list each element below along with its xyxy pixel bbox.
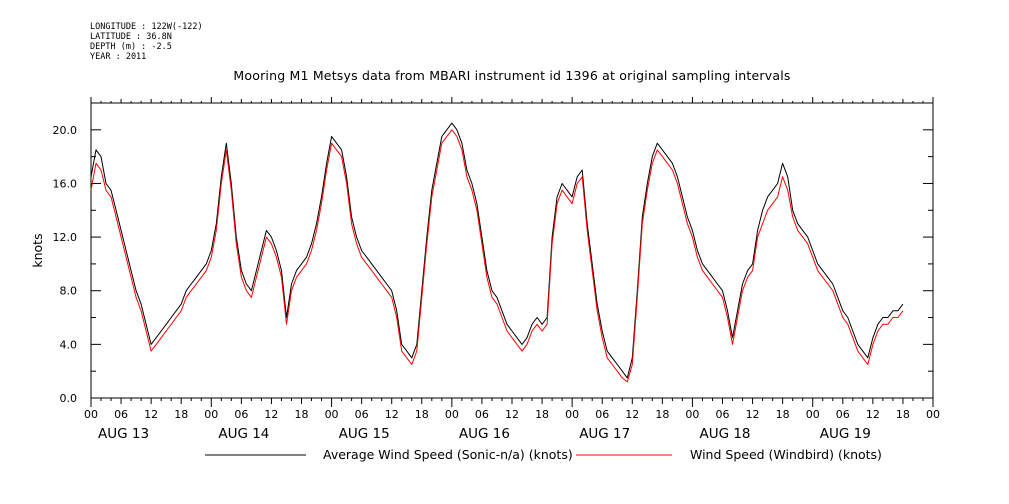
x-tick-label: 06	[234, 408, 248, 421]
x-tick-label: 12	[625, 408, 639, 421]
x-tick-label: 12	[385, 408, 399, 421]
latitude-label: LATITUDE : 36.8N	[90, 32, 172, 42]
y-tick-label: 8.0	[60, 285, 78, 298]
x-tick-label: 06	[114, 408, 128, 421]
x-tick-label: 00	[565, 408, 579, 421]
x-tick-label: 18	[535, 408, 549, 421]
x-tick-label: 06	[595, 408, 609, 421]
x-tick-label: 12	[746, 408, 760, 421]
chart-title: Mooring M1 Metsys data from MBARI instru…	[233, 68, 791, 83]
x-tick-label: 00	[806, 408, 820, 421]
x-tick-label: 18	[776, 408, 790, 421]
day-label: AUG 16	[459, 426, 510, 442]
x-tick-label: 18	[896, 408, 910, 421]
x-tick-label: 00	[325, 408, 339, 421]
year-label: YEAR : 2011	[90, 52, 147, 62]
series-layer	[90, 122, 904, 383]
day-label: AUG 14	[218, 426, 269, 442]
x-tick-label: 00	[445, 408, 459, 421]
x-tick-label: 00	[204, 408, 218, 421]
x-tick-label: 12	[144, 408, 158, 421]
y-tick-label: 4.0	[60, 338, 78, 351]
x-tick-label: 18	[415, 408, 429, 421]
x-tick-label: 12	[866, 408, 880, 421]
day-label: AUG 17	[579, 426, 630, 442]
legend: Average Wind Speed (Sonic-n/a) (knots) Wi…	[205, 447, 882, 462]
depth-label: DEPTH (m) : -2.5	[90, 42, 172, 52]
x-tick-label: 00	[926, 408, 940, 421]
y-tick-label: 12.0	[53, 231, 78, 244]
mooring-metadata: LONGITUDE : 122W(-122) LATITUDE : 36.8N DE…	[90, 22, 203, 62]
y-tick-label: 0.0	[60, 392, 78, 405]
day-label: AUG 19	[820, 426, 871, 442]
longitude-label: LONGITUDE : 122W(-122)	[90, 22, 203, 32]
day-label: AUG 15	[339, 426, 390, 442]
axis-labels: 00 06 12 18 00 06 12 18 00 06 12 18 00 06 12 18 00 06 12 18…	[30, 124, 940, 442]
day-label: AUG 13	[98, 426, 149, 442]
plot-frame	[90, 102, 934, 399]
x-tick-label: 18	[655, 408, 669, 421]
x-tick-label: 12	[264, 408, 278, 421]
series-line-sonic	[90, 122, 904, 379]
x-tick-label: 18	[295, 408, 309, 421]
y-tick-label: 16.0	[53, 177, 78, 190]
x-tick-label: 06	[475, 408, 489, 421]
day-label: AUG 18	[699, 426, 750, 442]
series-line-windbird	[90, 129, 904, 383]
y-axis-label: knots	[30, 233, 45, 267]
legend-entry: Wind Speed (Windbird) (knots)	[690, 447, 882, 462]
x-tick-label: 00	[685, 408, 699, 421]
plot-axes	[90, 97, 934, 407]
x-tick-label: 06	[716, 408, 730, 421]
x-tick-label: 12	[505, 408, 519, 421]
x-tick-label: 06	[836, 408, 850, 421]
x-tick-label: 06	[355, 408, 369, 421]
x-tick-label: 18	[174, 408, 188, 421]
x-tick-label: 00	[84, 408, 98, 421]
y-tick-label: 20.0	[53, 124, 78, 137]
legend-entry: Average Wind Speed (Sonic-n/a) (knots)	[323, 447, 573, 462]
